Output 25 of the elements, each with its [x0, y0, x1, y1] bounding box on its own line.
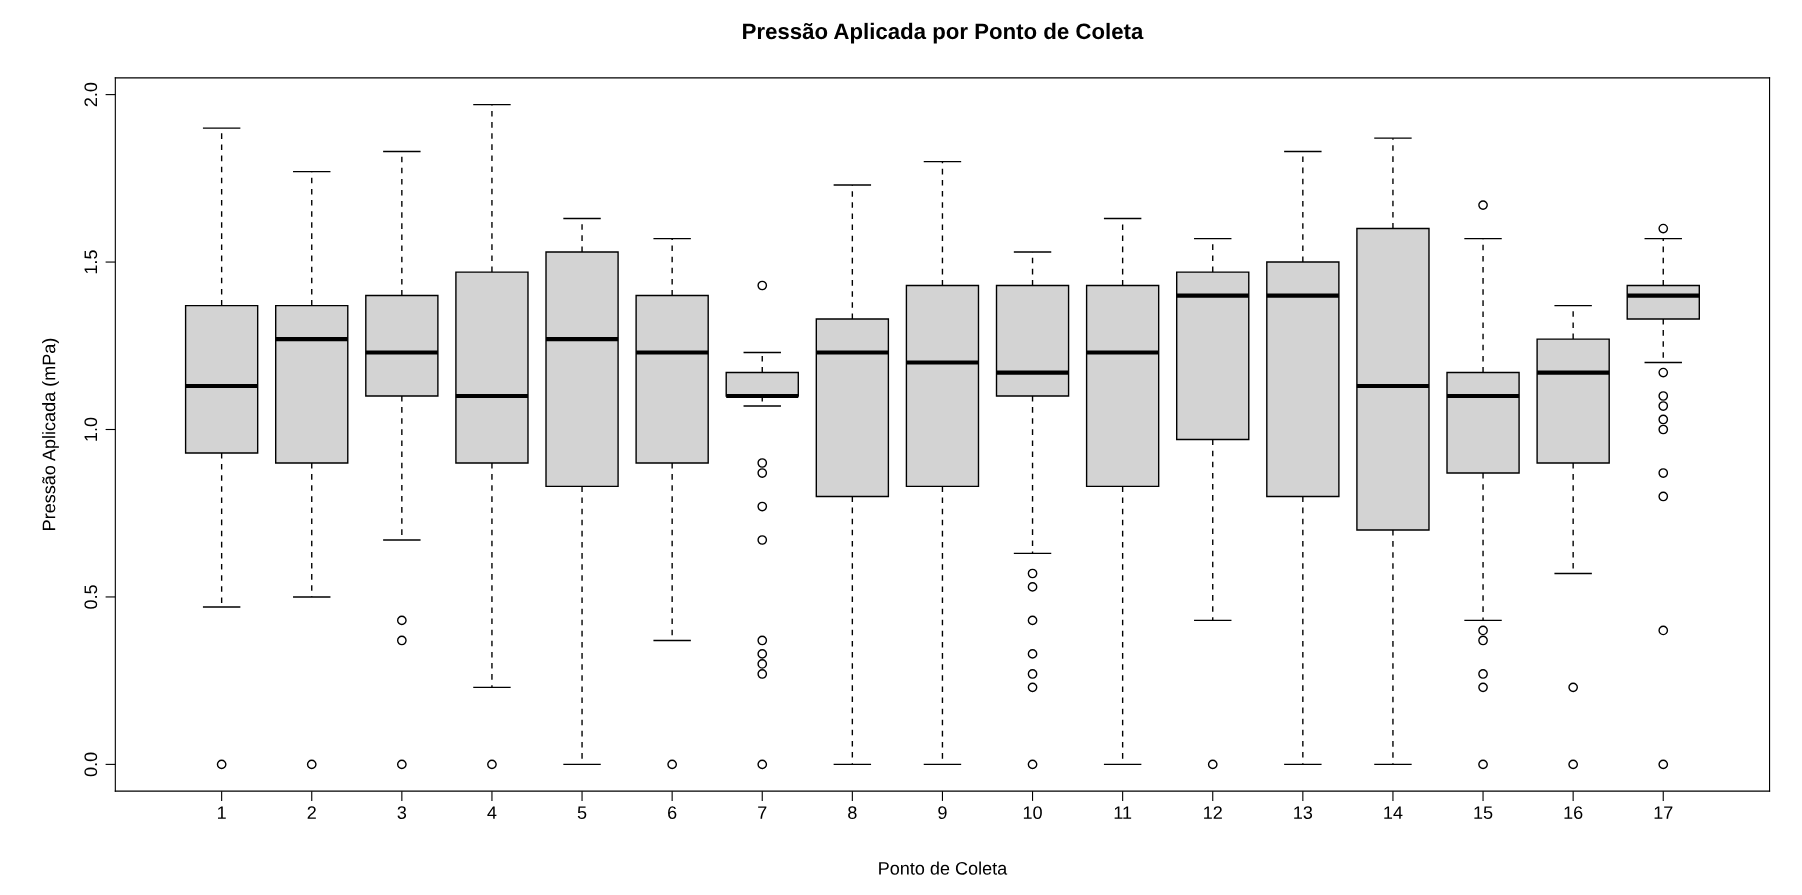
x-tick-label: 1 — [218, 806, 226, 819]
x-tick-label: 17 — [1654, 806, 1673, 819]
x-tick-label: 2 — [307, 806, 316, 819]
x-tick-label: 3 — [397, 806, 407, 820]
x-tick-label: 11 — [1114, 806, 1132, 819]
x-tick-label: 10 — [1023, 806, 1042, 820]
chart-title: Pressão Aplicada por Ponto de Coleta — [743, 22, 1144, 44]
x-tick-label: 14 — [1384, 806, 1403, 819]
x-tick-label: 6 — [668, 806, 677, 820]
y-tick-label: 2.0 — [84, 82, 98, 107]
x-tick-label: 12 — [1204, 806, 1222, 819]
x-tick-label: 5 — [577, 806, 587, 820]
x-tick-label: 4 — [487, 806, 497, 819]
y-tick-label: 1.0 — [84, 417, 98, 441]
y-axis-title: Pressão Aplicada (mPa) — [42, 338, 59, 530]
y-tick-label: 0.0 — [84, 752, 98, 777]
x-tick-label: 16 — [1564, 806, 1583, 820]
x-tick-label: 13 — [1294, 806, 1313, 820]
x-tick-label: 9 — [938, 806, 947, 820]
y-tick-label: 0.5 — [84, 585, 98, 609]
y-tick-label: 1.5 — [84, 250, 98, 274]
x-tick-label: 15 — [1474, 806, 1493, 820]
x-axis-title: Ponto de Coleta — [879, 861, 1008, 875]
x-tick-label: 8 — [848, 806, 857, 820]
x-tick-label: 7 — [758, 806, 767, 819]
